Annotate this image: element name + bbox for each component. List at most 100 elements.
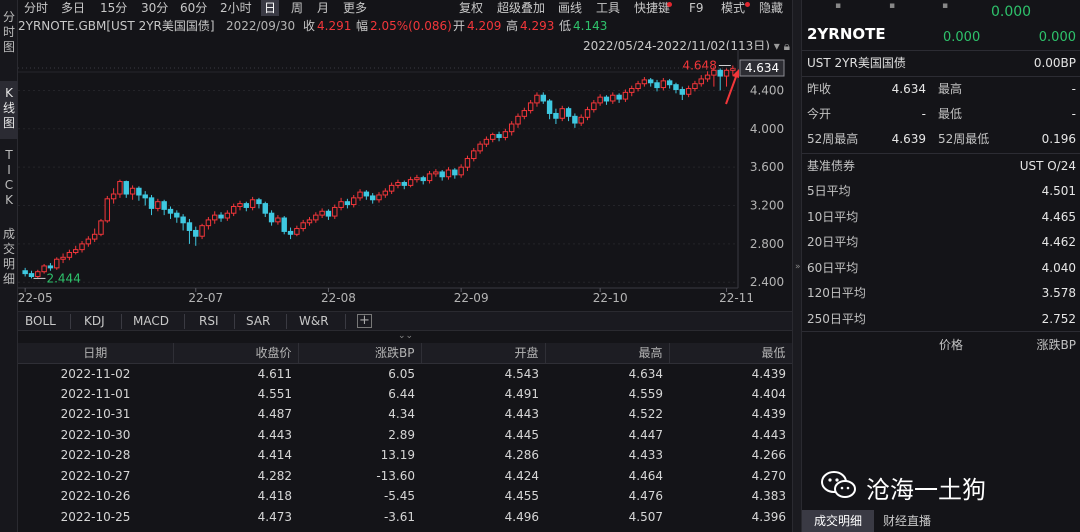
period-minute[interactable]: 分时: [24, 1, 49, 15]
candle-body[interactable]: [471, 150, 477, 160]
candle-body[interactable]: [54, 258, 60, 269]
date-range-selector[interactable]: 2022/05/24-2022/11/02(113日) ▾ 🔒︎: [583, 37, 790, 54]
candle-body[interactable]: [306, 219, 313, 224]
candle-body[interactable]: [666, 80, 673, 86]
candle-body[interactable]: [212, 214, 218, 221]
candle-body[interactable]: [382, 190, 389, 196]
panel-splitter[interactable]: [792, 0, 802, 532]
period-multiday[interactable]: 多日: [61, 1, 86, 15]
col-change-bp[interactable]: 涨跌BP: [298, 343, 422, 364]
candle-body[interactable]: [344, 201, 351, 206]
candle-body[interactable]: [395, 182, 401, 186]
f9-button[interactable]: F9: [689, 1, 704, 15]
draw-line-button[interactable]: 画线: [558, 1, 583, 15]
candle-body[interactable]: [60, 256, 66, 260]
tab-kline-chart[interactable]: K 线 图: [0, 81, 18, 139]
indicator-sar[interactable]: SAR: [246, 314, 271, 328]
hide-button[interactable]: 隐藏: [759, 1, 784, 15]
candle-body[interactable]: [148, 197, 155, 209]
candle-body[interactable]: [559, 108, 565, 119]
candle-body[interactable]: [647, 79, 654, 84]
candle-body[interactable]: [294, 228, 300, 235]
candle-body[interactable]: [193, 229, 199, 237]
candle-body[interactable]: [723, 69, 730, 77]
candle-body[interactable]: [426, 173, 433, 182]
candle-body[interactable]: [129, 187, 136, 195]
candle-body[interactable]: [199, 225, 205, 237]
candle-body[interactable]: [85, 238, 92, 245]
candle-body[interactable]: [527, 102, 534, 112]
candle-body[interactable]: [167, 208, 174, 214]
period-2hour[interactable]: 2小时: [220, 1, 252, 15]
candle-body[interactable]: [249, 199, 256, 208]
adjust-button[interactable]: 复权: [459, 1, 484, 15]
candle-body[interactable]: [445, 169, 452, 178]
pin-icon[interactable]: ▪: [889, 1, 896, 11]
candle-body[interactable]: [256, 199, 262, 205]
candle-body[interactable]: [610, 94, 616, 102]
candle-body[interactable]: [685, 88, 692, 95]
indicator-wr[interactable]: W&R: [299, 314, 329, 328]
candle-body[interactable]: [616, 94, 622, 100]
indicator-rsi[interactable]: RSI: [199, 314, 219, 328]
tab-trade-detail-right[interactable]: 成交明细: [802, 510, 874, 532]
candle-body[interactable]: [268, 212, 275, 223]
candle-body[interactable]: [123, 181, 129, 195]
candle-body[interactable]: [155, 201, 161, 209]
candle-body[interactable]: [174, 212, 180, 218]
indicator-kdj[interactable]: KDJ: [84, 314, 105, 328]
col-low[interactable]: 最低: [669, 343, 792, 364]
period-month[interactable]: 月: [317, 1, 330, 15]
candle-body[interactable]: [117, 181, 123, 195]
candle-body[interactable]: [439, 171, 445, 178]
add-indicator-button[interactable]: +: [357, 314, 372, 328]
candle-body[interactable]: [205, 219, 212, 227]
candle-body[interactable]: [142, 194, 148, 199]
candle-body[interactable]: [401, 182, 407, 186]
candle-body[interactable]: [458, 166, 464, 176]
candle-body[interactable]: [496, 134, 502, 138]
candle-body[interactable]: [319, 210, 325, 216]
candle-body[interactable]: [243, 203, 250, 208]
candle-body[interactable]: [546, 100, 553, 114]
mode-button[interactable]: 模式: [721, 1, 746, 15]
candle-body[interactable]: [22, 270, 28, 275]
candle-body[interactable]: [104, 198, 111, 222]
candle-body[interactable]: [420, 177, 426, 182]
period-60min[interactable]: 60分: [180, 1, 208, 15]
candle-body[interactable]: [572, 115, 578, 124]
candle-body[interactable]: [218, 214, 224, 219]
candlestick-chart[interactable]: 4.400 4.000 3.600 3.200 2.800 2.400 22-05 22-07…: [18, 50, 792, 306]
period-15min[interactable]: 15分: [100, 1, 128, 15]
candle-body[interactable]: [287, 230, 294, 235]
col-open[interactable]: 开盘: [421, 343, 546, 364]
candle-body[interactable]: [281, 217, 287, 232]
table-row[interactable]: 2022-10-30 4.443 2.89 4.445 4.447 4.443: [18, 425, 792, 446]
expand-icon[interactable]: »: [795, 262, 801, 272]
collapse-arrows-icon[interactable]: ⌄⌄: [398, 331, 414, 341]
table-row[interactable]: 2022-11-02 4.611 6.05 4.543 4.634 4.439: [18, 363, 792, 384]
table-row[interactable]: 2022-10-31 4.487 4.34 4.443 4.522 4.439: [18, 404, 792, 425]
candle-body[interactable]: [490, 134, 496, 140]
period-day[interactable]: 日: [261, 0, 280, 16]
candle-body[interactable]: [224, 212, 231, 219]
table-row[interactable]: 2022-11-01 4.551 6.44 4.491 4.559 4.404: [18, 384, 792, 405]
candle-body[interactable]: [704, 74, 711, 80]
col-date[interactable]: 日期: [18, 343, 174, 364]
candle-body[interactable]: [407, 179, 414, 186]
candle-body[interactable]: [673, 84, 679, 90]
indicator-boll[interactable]: BOLL: [25, 314, 56, 328]
candle-body[interactable]: [376, 194, 382, 201]
candle-body[interactable]: [730, 67, 736, 71]
col-high[interactable]: 最高: [545, 343, 670, 364]
candle-body[interactable]: [41, 265, 47, 273]
candle-body[interactable]: [47, 265, 54, 269]
shortcut-button[interactable]: 快捷键: [634, 1, 671, 15]
candle-body[interactable]: [72, 249, 79, 254]
candle-body[interactable]: [262, 203, 268, 214]
candle-body[interactable]: [508, 123, 515, 133]
candle-body[interactable]: [521, 110, 528, 117]
candle-body[interactable]: [534, 94, 540, 104]
candle-body[interactable]: [363, 191, 370, 197]
candle-body[interactable]: [660, 80, 667, 89]
